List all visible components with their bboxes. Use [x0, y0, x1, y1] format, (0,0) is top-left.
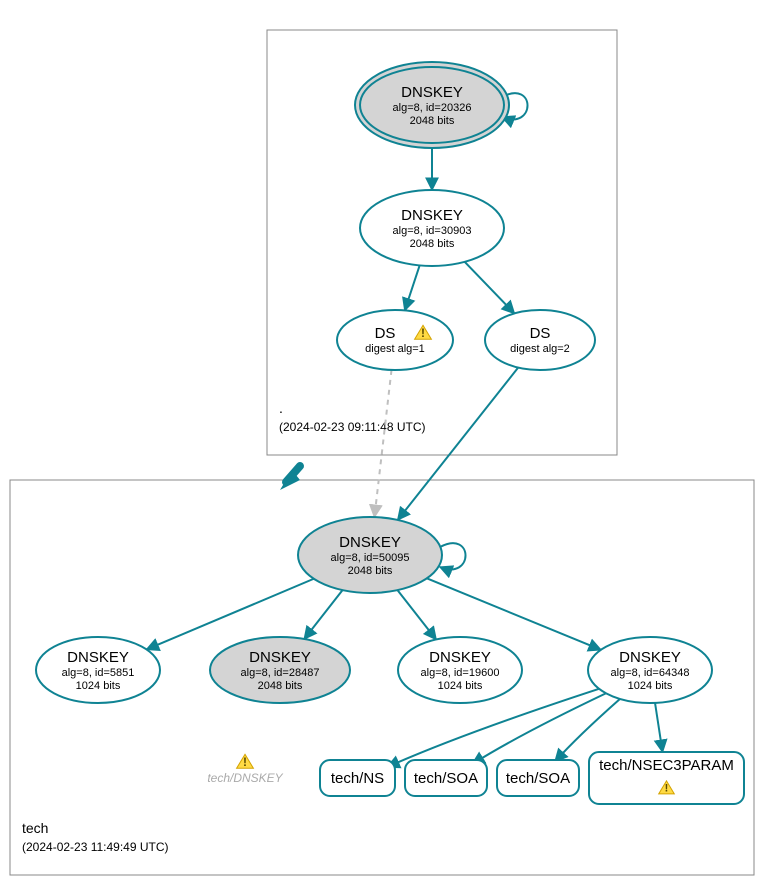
svg-text:tech/NS: tech/NS	[331, 770, 384, 787]
edge-selfloop	[440, 543, 466, 569]
svg-text:alg=8, id=64348: alg=8, id=64348	[611, 667, 690, 679]
node-rr_nsec: tech/NSEC3PARAM!	[589, 752, 744, 804]
svg-text:1024 bits: 1024 bits	[438, 680, 483, 692]
node-rr_ns: tech/NS	[320, 760, 395, 796]
svg-text:alg=8, id=50095: alg=8, id=50095	[331, 552, 410, 564]
svg-text:alg=8, id=28487: alg=8, id=28487	[241, 667, 320, 679]
node-tech_ksk: DNSKEYalg=8, id=500952048 bits	[298, 517, 442, 593]
node-root_zsk: DNSKEYalg=8, id=309032048 bits	[360, 190, 504, 266]
svg-text:!: !	[421, 326, 425, 340]
node-title: DNSKEY	[67, 649, 129, 666]
edge-tech_k4-rr_nsec	[655, 703, 663, 752]
edge-root_zsk-ds2	[465, 262, 515, 314]
node-tech_k4: DNSKEYalg=8, id=643481024 bits	[588, 637, 712, 703]
node-rr_soa2: tech/SOA	[497, 760, 579, 796]
zone-sublabel-root: (2024-02-23 09:11:48 UTC)	[279, 420, 426, 434]
node-rr_soa1: tech/SOA	[405, 760, 487, 796]
node-ds1: DS! digest alg=1	[337, 310, 453, 370]
edge-ds1-tech_ksk	[374, 370, 391, 517]
edge-root_zsk-ds1	[405, 265, 420, 310]
edge-ds2-tech_ksk	[398, 368, 518, 520]
svg-text:tech/SOA: tech/SOA	[414, 770, 478, 787]
svg-text:!: !	[243, 755, 247, 769]
zone-label-tech: tech	[22, 820, 48, 836]
node-title: DNSKEY	[401, 84, 463, 101]
node-tech_k1: DNSKEYalg=8, id=58511024 bits	[36, 637, 160, 703]
node-title: DNSKEY	[339, 534, 401, 551]
svg-text:alg=8, id=20326: alg=8, id=20326	[393, 102, 472, 114]
svg-text:alg=8, id=5851: alg=8, id=5851	[62, 667, 135, 679]
edge-tech_ksk-tech_k2	[304, 590, 342, 639]
svg-text:2048 bits: 2048 bits	[410, 238, 455, 250]
node-warn_dnskey: ! tech/DNSKEY	[207, 754, 283, 785]
zone-sublabel-tech: (2024-02-23 11:49:49 UTC)	[22, 840, 169, 854]
node-tech_k3: DNSKEYalg=8, id=196001024 bits	[398, 637, 522, 703]
svg-text:1024 bits: 1024 bits	[628, 680, 673, 692]
svg-text:1024 bits: 1024 bits	[76, 680, 121, 692]
svg-text:digest alg=1: digest alg=1	[365, 343, 425, 355]
svg-text:2048 bits: 2048 bits	[410, 115, 455, 127]
svg-text:tech/NSEC3PARAM: tech/NSEC3PARAM	[599, 757, 734, 774]
node-title: DNSKEY	[401, 207, 463, 224]
zone-label-root: .	[279, 400, 283, 416]
warning-label: tech/DNSKEY	[207, 771, 283, 785]
node-ds2: DSdigest alg=2	[485, 310, 595, 370]
svg-text:2048 bits: 2048 bits	[258, 680, 303, 692]
svg-text:alg=8, id=30903: alg=8, id=30903	[393, 225, 472, 237]
node-title: DNSKEY	[429, 649, 491, 666]
node-title: DS	[375, 325, 396, 342]
svg-text:alg=8, id=19600: alg=8, id=19600	[421, 667, 500, 679]
dnssec-diagram: . (2024-02-23 09:11:48 UTC) tech (2024-02-2…	[0, 0, 764, 895]
svg-text:tech/SOA: tech/SOA	[506, 770, 570, 787]
node-title: DS	[530, 325, 551, 342]
edge-tech_k4-rr_ns	[387, 689, 599, 767]
node-root_ksk: DNSKEYalg=8, id=203262048 bits	[355, 62, 509, 148]
svg-text:digest alg=2: digest alg=2	[510, 343, 570, 355]
edge-tech_ksk-tech_k3	[397, 590, 436, 639]
node-tech_k2: DNSKEYalg=8, id=284872048 bits	[210, 637, 350, 703]
svg-text:2048 bits: 2048 bits	[348, 565, 393, 577]
svg-text:!: !	[665, 783, 669, 795]
node-title: DNSKEY	[619, 649, 681, 666]
node-title: DNSKEY	[249, 649, 311, 666]
